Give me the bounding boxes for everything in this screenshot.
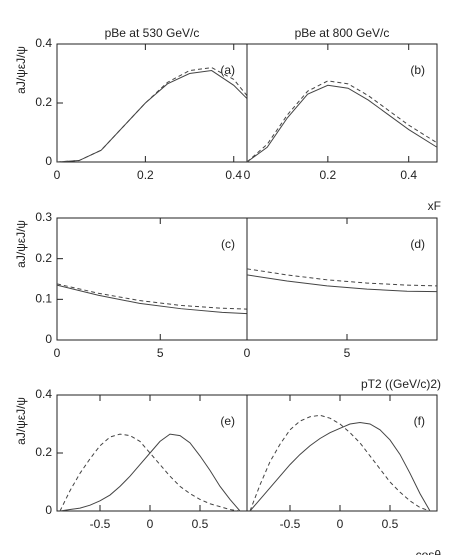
y-tick-label: 0.3 bbox=[35, 210, 52, 224]
panel-label: (b) bbox=[410, 63, 425, 77]
plot-frame bbox=[56, 394, 248, 512]
y-tick-label: 0 bbox=[45, 332, 52, 346]
x-tick-label: 0 bbox=[337, 517, 344, 531]
y-tick-label: 0.4 bbox=[35, 387, 52, 401]
x-tick-label: -0.5 bbox=[280, 517, 301, 531]
x-tick-label: 0 bbox=[54, 346, 61, 360]
x-tick-label: 0 bbox=[244, 168, 251, 182]
plot-frame bbox=[56, 217, 248, 341]
curve bbox=[56, 283, 248, 310]
panel-label: (a) bbox=[220, 63, 235, 77]
panel-title: pBe at 800 GeV/c bbox=[295, 26, 390, 40]
y-tick-label: 0.2 bbox=[35, 95, 52, 109]
curve bbox=[246, 268, 438, 287]
x-tick-label: 0.2 bbox=[320, 168, 337, 182]
y-tick-label: 0 bbox=[45, 154, 52, 168]
x-tick-label: 5 bbox=[344, 346, 351, 360]
x-tick-label: 0 bbox=[54, 168, 61, 182]
x-tick-label: 0.4 bbox=[225, 168, 242, 182]
x-axis-label: xF bbox=[428, 199, 441, 213]
curve bbox=[56, 284, 248, 315]
y-tick-label: 0 bbox=[45, 503, 52, 517]
plot-frame bbox=[246, 394, 438, 512]
x-tick-label: 0.2 bbox=[137, 168, 154, 182]
x-tick-label: 0 bbox=[147, 517, 154, 531]
plot-frame bbox=[246, 43, 438, 163]
curve bbox=[246, 84, 438, 163]
curve bbox=[246, 274, 438, 293]
curve bbox=[59, 433, 241, 512]
curve bbox=[56, 70, 248, 163]
panel-label: (d) bbox=[410, 237, 425, 251]
y-axis-label: aJ/ψεJ/ψ bbox=[14, 397, 28, 445]
panel-label: (e) bbox=[220, 414, 235, 428]
y-tick-label: 0.2 bbox=[35, 251, 52, 265]
y-axis-label: aJ/ψεJ/ψ bbox=[14, 46, 28, 94]
panel-label: (f) bbox=[414, 414, 425, 428]
x-tick-label: 0 bbox=[244, 346, 251, 360]
plot-frame bbox=[246, 217, 438, 341]
panel-label: (c) bbox=[221, 237, 235, 251]
y-axis-label: aJ/ψεJ/ψ bbox=[14, 220, 28, 268]
curve bbox=[246, 80, 438, 163]
x-axis-label: pT2 ((GeV/c)2) bbox=[361, 377, 441, 391]
curve bbox=[249, 422, 431, 512]
plot-frame bbox=[56, 43, 248, 163]
x-tick-label: 5 bbox=[157, 346, 164, 360]
x-tick-label: 0.4 bbox=[400, 168, 417, 182]
x-axis-label: cosθ bbox=[416, 548, 442, 555]
x-tick-label: 0.5 bbox=[382, 517, 399, 531]
x-tick-label: 0.5 bbox=[192, 517, 209, 531]
panel-title: pBe at 530 GeV/c bbox=[105, 26, 200, 40]
y-tick-label: 0.4 bbox=[35, 36, 52, 50]
y-tick-label: 0.2 bbox=[35, 445, 52, 459]
curve bbox=[59, 433, 241, 512]
x-tick-label: -0.5 bbox=[90, 517, 111, 531]
y-tick-label: 0.1 bbox=[35, 292, 52, 306]
curve bbox=[249, 414, 431, 512]
curve bbox=[56, 67, 248, 163]
